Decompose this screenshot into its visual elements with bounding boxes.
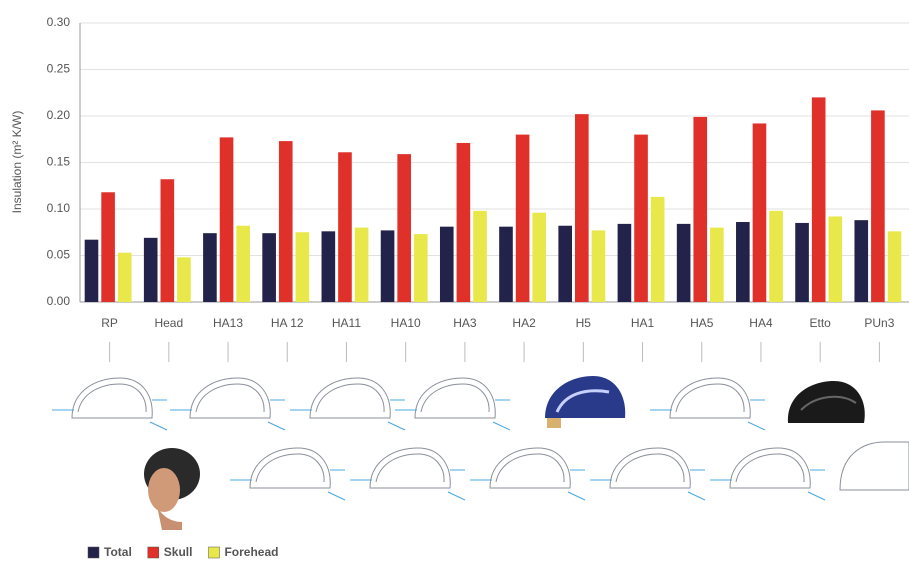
bar xyxy=(811,97,826,303)
x-tick-label: HA2 xyxy=(512,316,536,330)
bar xyxy=(828,216,843,302)
x-tick-label: HA 12 xyxy=(271,316,304,330)
bar xyxy=(515,134,530,302)
legend-swatch xyxy=(208,546,220,559)
bar xyxy=(795,222,809,302)
bar xyxy=(160,179,175,302)
y-tick-label: 0.05 xyxy=(47,248,71,262)
bar xyxy=(650,196,665,302)
x-tick-label: PUn3 xyxy=(864,316,894,330)
x-tick-label: HA10 xyxy=(391,316,421,330)
bar xyxy=(338,152,352,302)
bar xyxy=(871,110,885,302)
x-tick-label: HA11 xyxy=(332,316,361,330)
helmet-sketches xyxy=(51,376,909,530)
bar xyxy=(84,239,99,302)
bar xyxy=(769,210,783,302)
y-tick-label: 0.00 xyxy=(47,294,71,308)
bar xyxy=(575,114,589,302)
bar xyxy=(439,226,454,302)
y-axis-label: Insulation (m² K/W) xyxy=(10,111,24,214)
bar xyxy=(262,233,276,302)
x-tick-label: HA5 xyxy=(690,316,714,330)
bar xyxy=(710,227,724,302)
bar xyxy=(617,223,632,302)
legend-label: Forehead xyxy=(224,545,278,559)
bar xyxy=(413,234,428,302)
bar xyxy=(354,227,369,302)
bar xyxy=(558,225,573,302)
legend-label: Skull xyxy=(164,545,193,559)
y-tick-label: 0.25 xyxy=(47,62,71,76)
bar xyxy=(752,123,767,302)
bar xyxy=(177,257,191,302)
legend-swatch xyxy=(87,546,100,559)
x-tick-label: H5 xyxy=(576,316,592,330)
bar xyxy=(295,232,310,302)
x-tick-label: RP xyxy=(101,316,118,330)
bar xyxy=(397,154,411,302)
x-tick-label: HA4 xyxy=(749,316,773,330)
y-tick-label: 0.30 xyxy=(47,15,71,29)
bar xyxy=(591,230,606,302)
bar xyxy=(117,252,132,302)
bar xyxy=(499,226,513,302)
bar xyxy=(887,231,902,302)
bar xyxy=(380,230,395,302)
x-tick-label: Head xyxy=(154,316,183,330)
bar xyxy=(634,134,648,302)
bar xyxy=(456,142,471,302)
legend-label: Total xyxy=(104,545,132,559)
bar xyxy=(278,141,293,302)
x-tick-label: HA13 xyxy=(213,316,243,330)
bar xyxy=(854,220,869,302)
bar xyxy=(473,210,487,302)
bar xyxy=(321,231,336,302)
bar xyxy=(203,233,217,302)
bar xyxy=(676,223,691,302)
x-tick-label: HA3 xyxy=(453,316,477,330)
bar xyxy=(693,116,708,303)
legend-swatch xyxy=(147,546,160,559)
y-tick-label: 0.10 xyxy=(47,201,71,215)
bar xyxy=(143,237,158,302)
bar xyxy=(219,137,234,302)
y-tick-label: 0.20 xyxy=(47,108,71,122)
bar xyxy=(236,225,250,302)
bar xyxy=(101,192,115,302)
y-tick-label: 0.15 xyxy=(47,155,71,169)
x-tick-label: HA1 xyxy=(631,316,655,330)
x-tick-label: Etto xyxy=(809,316,831,330)
bar xyxy=(736,222,750,302)
bar xyxy=(532,212,547,302)
